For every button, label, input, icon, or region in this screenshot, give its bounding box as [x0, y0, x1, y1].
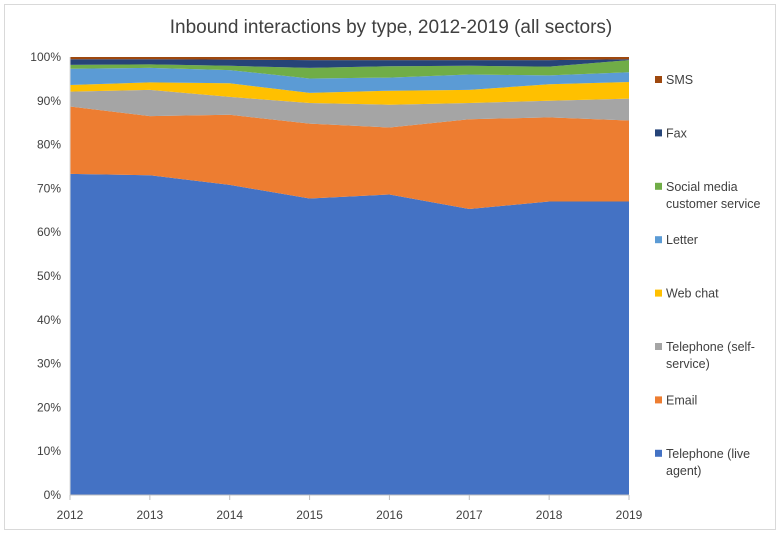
x-tick-label: 2015: [296, 508, 323, 522]
legend-label: SMS: [666, 73, 693, 87]
y-tick-label: 30%: [37, 357, 61, 371]
x-tick-label: 2019: [616, 508, 643, 522]
x-tick-label: 2012: [57, 508, 84, 522]
area-series-social-media-customer-service: [70, 60, 629, 79]
legend-label: Telephone (live: [666, 447, 750, 461]
legend-label: Telephone (self-: [666, 340, 755, 354]
area-series-web-chat: [70, 82, 629, 105]
legend-swatch: [655, 396, 662, 404]
legend-item: Email: [655, 393, 697, 407]
legend-label: Letter: [666, 233, 698, 247]
legend-item: SMS: [655, 73, 693, 87]
legend-label: customer service: [666, 197, 761, 211]
legend-swatch: [655, 76, 662, 83]
area-series-group: [70, 57, 629, 495]
legend-label: Social media: [666, 180, 738, 194]
legend-item: Fax: [655, 126, 688, 140]
legend-item: Letter: [655, 233, 698, 247]
legend-label: agent): [666, 464, 701, 478]
y-tick-label: 10%: [37, 444, 61, 458]
legend-label: service): [666, 357, 710, 371]
x-tick-label: 2013: [137, 508, 164, 522]
chart-title: Inbound interactions by type, 2012-2019 …: [170, 17, 613, 38]
axes-group: 0% 10% 20% 30% 40% 50% 60% 70% 80% 90% 100% 2012 201…: [30, 50, 642, 522]
legend-swatch: [655, 343, 662, 350]
y-tick-label: 70%: [37, 181, 61, 195]
area-series-email: [70, 106, 629, 209]
legend-item: Telephone (self-service): [655, 340, 755, 371]
area-series-fax: [70, 59, 629, 68]
legend-swatch: [655, 449, 662, 457]
legend-label: Email: [666, 393, 697, 407]
legend-item: Web chat: [655, 287, 719, 301]
area-series-sms: [70, 57, 629, 61]
legend-swatch: [655, 129, 662, 137]
x-tick-label: 2016: [376, 508, 403, 522]
y-tick-label: 40%: [37, 313, 61, 327]
x-tick-label: 2017: [456, 508, 483, 522]
legend-item: Social media customer service: [655, 180, 761, 211]
legend-label: Web chat: [666, 287, 719, 301]
legend-swatch: [655, 289, 662, 297]
area-series-letter: [70, 67, 629, 93]
y-tick-label: 100%: [30, 50, 61, 64]
y-tick-label: 20%: [37, 400, 61, 414]
legend-swatch: [655, 182, 662, 190]
legend-label: Fax: [666, 126, 688, 140]
area-series-telephone-live-agent: [70, 173, 629, 495]
x-tick-label: 2018: [536, 508, 563, 522]
legend: SMS Fax Social media customer service Letter…: [655, 73, 761, 478]
x-tick-label: 2014: [216, 508, 243, 522]
y-tick-label: 50%: [37, 269, 61, 283]
y-tick-label: 60%: [37, 225, 61, 239]
legend-item: Telephone (live agent): [655, 447, 750, 478]
legend-swatch: [655, 236, 662, 244]
y-tick-label: 90%: [37, 94, 61, 108]
y-tick-label: 80%: [37, 138, 61, 152]
area-series-telephone-self-service: [70, 89, 629, 128]
y-tick-label: 0%: [44, 488, 62, 502]
